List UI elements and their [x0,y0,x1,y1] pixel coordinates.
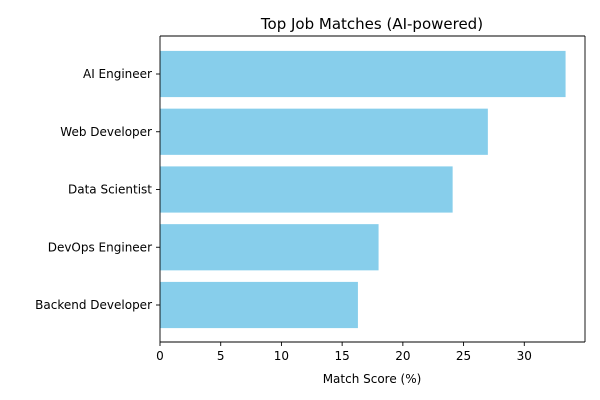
x-tick-label: 25 [456,349,471,363]
x-tick-label: 5 [217,349,225,363]
x-axis-label: Match Score (%) [323,372,422,386]
x-tick-label: 30 [517,349,532,363]
bar-backend-developer [160,281,358,329]
chart-title: Top Job Matches (AI-powered) [260,15,483,33]
x-tick-label: 10 [274,349,289,363]
bar-devops-engineer [160,224,379,271]
x-tick-label: 15 [335,349,350,363]
x-axis-ticks: 0 5 10 15 20 25 30 [156,342,532,363]
x-tick-label: 0 [156,349,164,363]
y-tick-label: Data Scientist [68,183,152,197]
y-tick-label: Web Developer [60,125,152,139]
bars-group [160,50,566,329]
y-tick-label: AI Engineer [83,67,152,81]
bar-data-scientist [160,166,453,213]
y-tick-label: DevOps Engineer [48,240,152,254]
bar-ai-engineer [160,50,566,98]
bar-web-developer [160,108,488,155]
y-axis-ticks: AI Engineer Web Developer Data Scientist De… [35,67,160,312]
y-tick-label: Backend Developer [35,298,152,312]
x-tick-label: 20 [395,349,410,363]
